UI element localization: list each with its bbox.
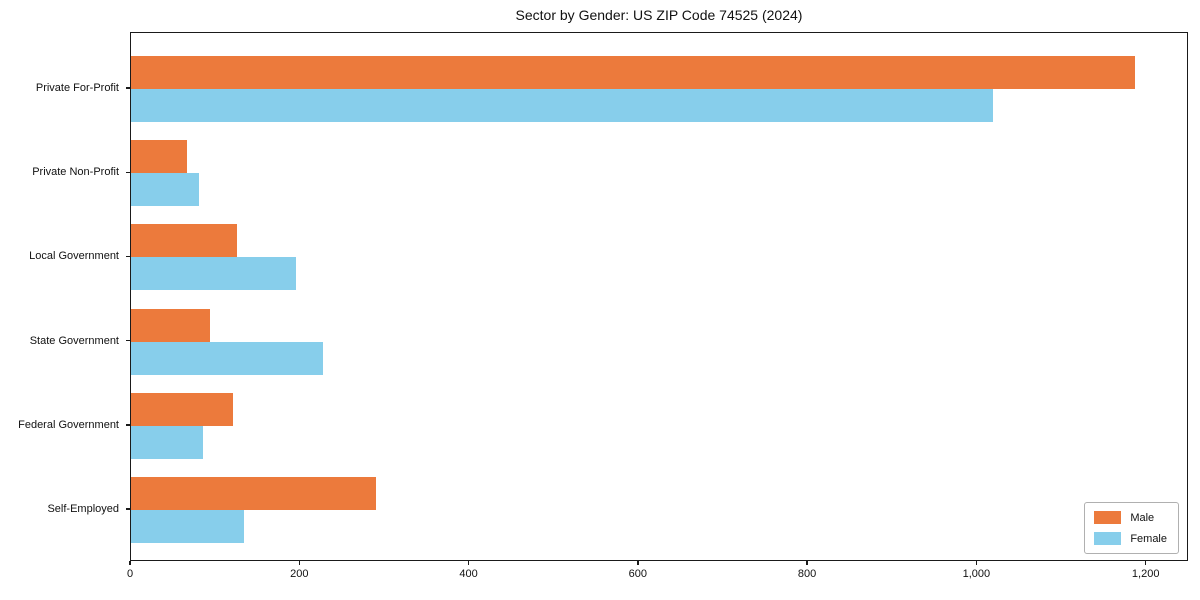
chart-title: Sector by Gender: US ZIP Code 74525 (202… xyxy=(515,7,803,23)
bar-group-3 xyxy=(131,300,1187,384)
bar-male-5 xyxy=(131,477,376,511)
bar-female-1 xyxy=(131,173,199,207)
legend-swatch-female xyxy=(1094,532,1122,545)
y-tick-label: Federal Government xyxy=(18,418,119,431)
bar-group-4 xyxy=(131,384,1187,468)
y-tick-label-row: Federal Government xyxy=(0,383,130,467)
bar-female-3 xyxy=(131,341,323,375)
legend-label-male: Male xyxy=(1130,511,1155,524)
y-tick-label-row: Private For-Profit xyxy=(0,46,130,130)
y-tick-mark xyxy=(126,508,130,510)
x-tick-label: 1,000 xyxy=(962,568,991,580)
x-tick-mark xyxy=(806,561,808,565)
y-tick-label: Private Non-Profit xyxy=(32,166,119,179)
y-axis-labels: Private For-Profit Private Non-Profit Loca… xyxy=(0,32,130,561)
legend-swatch-male xyxy=(1094,511,1122,524)
x-axis: 0 200 400 600 800 1,000 1,200 xyxy=(126,561,1188,595)
bar-group-1 xyxy=(131,131,1187,215)
bar-group-0 xyxy=(131,47,1187,131)
y-tick-label-row: Private Non-Profit xyxy=(0,130,130,214)
x-tick-label: 400 xyxy=(459,568,478,580)
bar-female-0 xyxy=(131,89,993,123)
y-tick-mark xyxy=(126,87,130,89)
bar-male-3 xyxy=(131,308,211,342)
bar-male-1 xyxy=(131,140,187,174)
x-tick-label: 0 xyxy=(126,568,134,580)
x-tick-label: 1,200 xyxy=(1131,568,1160,580)
bar-group-5 xyxy=(131,468,1187,552)
x-tick-mark xyxy=(975,561,978,565)
y-tick-mark xyxy=(126,424,130,426)
x-tick-label: 200 xyxy=(290,568,309,580)
legend-item-male: Male xyxy=(1094,511,1167,524)
bar-male-4 xyxy=(131,392,234,426)
x-tick-mark xyxy=(637,561,639,565)
bar-male-0 xyxy=(131,56,1136,90)
x-tick-mark xyxy=(467,561,470,565)
y-tick-mark xyxy=(126,255,130,258)
bar-female-2 xyxy=(131,257,296,291)
y-tick-label-row: State Government xyxy=(0,299,130,383)
y-tick-label-row: Local Government xyxy=(0,214,130,298)
bars-container xyxy=(131,33,1187,560)
x-tick-label: 800 xyxy=(797,568,817,580)
legend-item-female: Female xyxy=(1094,532,1167,545)
y-tick-label: Private For-Profit xyxy=(35,82,119,95)
legend: Male Female xyxy=(1084,502,1179,554)
x-tick-mark xyxy=(298,561,300,565)
bar-female-5 xyxy=(131,510,245,544)
legend-label-female: Female xyxy=(1130,532,1167,545)
bar-male-2 xyxy=(131,224,237,258)
x-tick-mark xyxy=(129,561,131,565)
y-tick-label-row: Self-Employed xyxy=(0,467,130,551)
y-tick-label: State Government xyxy=(29,334,119,347)
y-tick-mark xyxy=(126,171,130,173)
x-tick-mark xyxy=(1144,561,1147,565)
y-tick-label: Local Government xyxy=(29,250,119,263)
plot-area: Male Female xyxy=(130,32,1188,561)
bar-female-4 xyxy=(131,425,203,459)
y-tick-label: Self-Employed xyxy=(47,503,119,516)
x-tick-label: 600 xyxy=(628,568,648,580)
bar-group-2 xyxy=(131,215,1187,299)
y-tick-mark xyxy=(126,339,130,342)
